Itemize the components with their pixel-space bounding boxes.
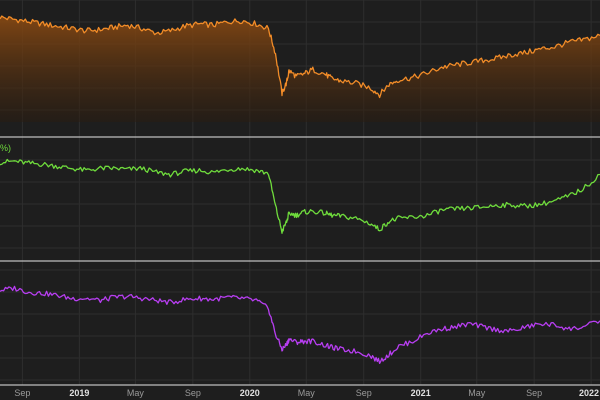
- x-tick-label: May: [298, 388, 316, 398]
- x-axis: Sep 2019 May Sep 2020 May Sep 2021 May Sep 2022: [14, 388, 599, 398]
- x-tick-label: Sep: [14, 388, 30, 398]
- legend-fragment: %): [0, 143, 11, 153]
- x-tick-label: Sep: [526, 388, 542, 398]
- series-area-1: [0, 16, 600, 122]
- x-tick-label: 2019: [69, 388, 89, 398]
- x-tick-label: 2021: [411, 388, 431, 398]
- x-tick-label: May: [127, 388, 145, 398]
- series-line-1: [0, 15, 600, 99]
- series-line-3: [0, 285, 600, 365]
- x-tick-label: Sep: [185, 388, 201, 398]
- x-tick-label: 2022: [579, 388, 599, 398]
- series-layer: [0, 15, 600, 365]
- series-line-2: [0, 158, 600, 234]
- x-tick-label: 2020: [240, 388, 260, 398]
- x-tick-label: May: [468, 388, 486, 398]
- x-tick-label: Sep: [356, 388, 372, 398]
